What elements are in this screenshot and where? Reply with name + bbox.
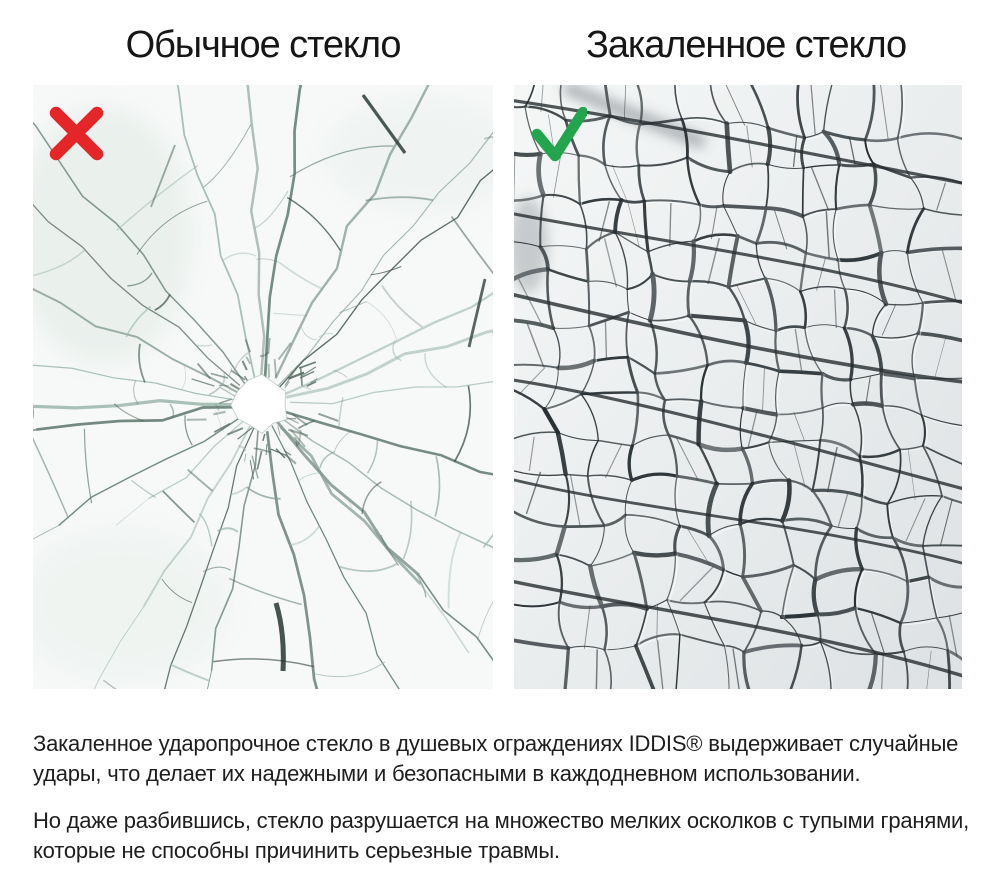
check-icon-stroke	[532, 107, 587, 162]
regular-glass-art	[33, 85, 493, 689]
tempered-glass-photo	[514, 85, 962, 689]
regular-glass-title: Обычное стекло	[125, 24, 402, 66]
cross-icon-stroke	[49, 106, 104, 161]
description-paragraph-1: Закаленное ударопрочное стекло в душевых…	[33, 731, 959, 786]
cross-icon	[49, 106, 104, 161]
check-icon	[532, 107, 587, 162]
tempered-glass-title: Закаленное стекло	[586, 24, 907, 66]
description-paragraph-2: Но даже разбившись, стекло разрушается н…	[33, 808, 969, 863]
regular-glass-photo	[33, 85, 493, 689]
product-description: Закаленное ударопрочное стекло в душевых…	[33, 729, 973, 866]
tempered-glass-art	[514, 85, 962, 689]
